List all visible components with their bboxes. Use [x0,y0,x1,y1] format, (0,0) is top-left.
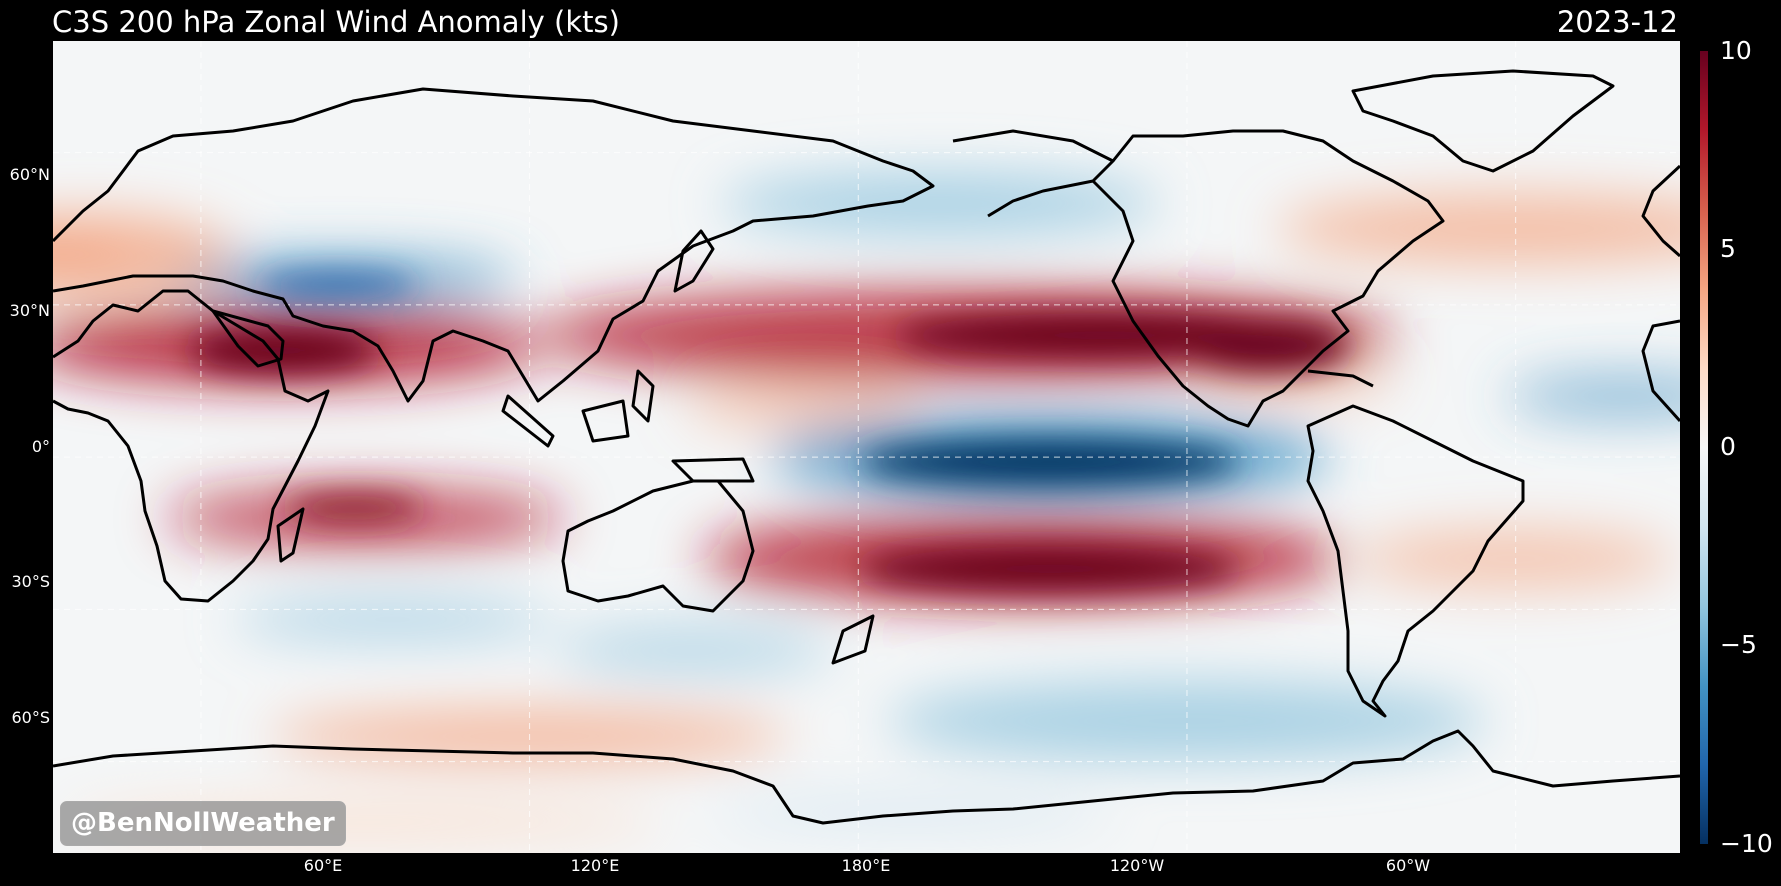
new-zealand-coastline [831,614,875,665]
anomaly-core-1 [1189,320,1350,371]
watermark-badge: @BenNollWeather [60,801,346,846]
eurasia-coastline [53,87,935,403]
antarctica-coastline [53,729,1680,825]
lon-label-60e: 60°E [303,856,343,875]
colorbar-tick-neg5: −5 [1720,630,1757,659]
arabia-coastline [211,309,285,368]
anomaly-blob-10 [1275,193,1680,264]
map-title: C3S 200 hPa Zonal Wind Anomaly (kts) [52,5,620,39]
colorbar-tick-10: 10 [1720,36,1752,65]
new-guinea-coastline [671,457,755,483]
anomaly-blob-9 [1505,374,1680,419]
madagascar-coastline [276,507,305,563]
colorbar [1700,51,1708,844]
anomaly-map [53,41,1680,853]
colorbar-tick-5: 5 [1720,234,1736,263]
lon-label-120w: 120°W [1109,856,1165,875]
anomaly-blob-13 [232,599,553,640]
anomaly-core-6 [257,272,418,297]
anomaly-blob-14 [553,625,834,675]
lat-label-30s: 30°S [11,572,50,591]
anomaly-cores [188,272,1350,591]
anomaly-blob-12 [886,681,1487,762]
australia-coastline [561,479,755,613]
anomaly-blob-19 [1196,363,1397,400]
lat-label-60n: 60°N [9,165,50,184]
borneo-coastline [581,399,630,443]
colorbar-tick-0: 0 [1720,432,1736,461]
lat-label-0: 0° [31,437,50,456]
lat-label-30n: 30°N [9,301,50,320]
japan-coastline [673,229,715,293]
sumatra-coastline [501,394,555,448]
coastlines [53,69,1680,825]
africa-edge-coastline [1641,319,1680,423]
lon-label-60w: 60°W [1385,856,1431,875]
alaska-coastline [952,129,1115,218]
anomaly-blob-18 [683,386,924,427]
map-date: 2023-12 [1556,5,1678,39]
colorbar-tick-neg10: −10 [1720,829,1773,858]
europe-edge-coastline [1641,164,1680,258]
philippines-coastline [631,369,655,423]
north-america-coastline [1091,129,1445,428]
anomaly-core-5 [284,493,425,522]
anomaly-blob-8 [53,223,127,286]
anomaly-core-3 [860,440,1241,485]
gridlines [53,41,1680,853]
greenland-coastline [1351,69,1615,173]
south-america-coastline [1306,404,1525,718]
lon-label-120e: 120°E [570,856,620,875]
anomaly-core-4 [860,546,1241,591]
caribbean-coastline [1307,369,1374,388]
africa-coastline [53,289,330,603]
lat-label-60s: 60°S [11,708,50,727]
lon-label-180e: 180°E [841,856,891,875]
map-panel [53,41,1680,853]
